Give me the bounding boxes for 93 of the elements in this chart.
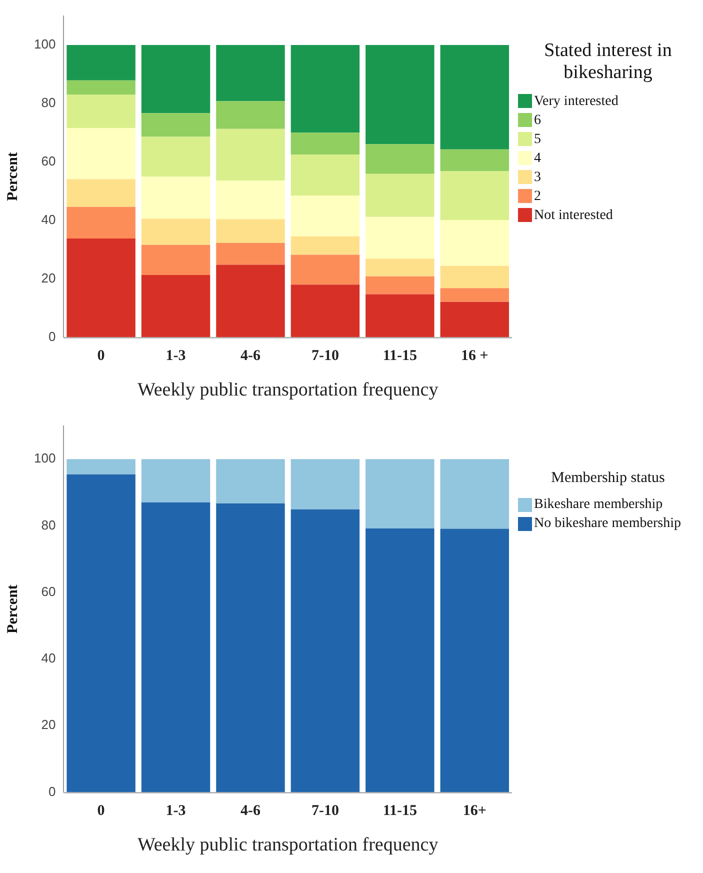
bar xyxy=(366,174,434,217)
y-tick-label: 100 xyxy=(34,450,56,466)
bar xyxy=(440,288,510,302)
x-tick-label: 7-10 xyxy=(311,803,339,820)
bar xyxy=(366,276,434,294)
bar xyxy=(66,206,136,238)
bar xyxy=(290,45,360,133)
bar xyxy=(290,284,360,338)
bar xyxy=(66,474,136,792)
y-axis-title: Percent xyxy=(4,584,21,634)
bar xyxy=(66,128,136,180)
bar xyxy=(141,244,210,275)
bar xyxy=(440,302,510,338)
y-tick-label: 0 xyxy=(48,328,56,344)
bar xyxy=(290,236,360,255)
bar xyxy=(440,149,510,172)
bar xyxy=(366,258,434,276)
legend-label: 4 xyxy=(534,150,541,168)
bar xyxy=(141,136,210,176)
y-tick-label: 60 xyxy=(41,584,56,599)
bar xyxy=(440,171,510,220)
legend-label: 6 xyxy=(534,112,541,130)
y-tick-label: 80 xyxy=(41,95,56,110)
legend-title: Stated interest in bikesharing xyxy=(543,40,673,84)
bar xyxy=(141,45,210,114)
bar xyxy=(216,503,285,792)
bar xyxy=(440,45,510,150)
x-tick-label: 0 xyxy=(97,348,105,364)
x-axis-title: Weekly public transportation frequency xyxy=(137,380,439,401)
x-tick-label: 16+ xyxy=(462,803,486,820)
legend-label: Bikeshare membership xyxy=(534,496,663,514)
y-tick-label: 60 xyxy=(41,153,56,168)
bar xyxy=(366,45,434,144)
bar xyxy=(66,459,136,474)
y-tick-label: 40 xyxy=(41,212,56,227)
x-tick-label: 1-3 xyxy=(166,348,186,364)
bar xyxy=(440,220,510,266)
y-tick-label: 0 xyxy=(48,784,56,799)
bar xyxy=(366,528,434,792)
bar xyxy=(216,101,285,129)
bar xyxy=(440,528,510,792)
bar xyxy=(216,128,285,181)
x-tick-label: 11-15 xyxy=(382,348,418,364)
bar xyxy=(440,266,510,288)
bar xyxy=(141,502,210,792)
bar xyxy=(290,154,360,196)
y-tick-label: 40 xyxy=(41,650,56,666)
x-tick-label: 4-6 xyxy=(240,348,261,364)
bar xyxy=(141,274,210,338)
x-tick-label: 4-6 xyxy=(240,803,261,820)
bar xyxy=(366,144,434,174)
x-tick-label: 7-10 xyxy=(311,348,339,364)
bar xyxy=(216,45,285,102)
bar xyxy=(66,179,136,207)
x-tick-label: 11-15 xyxy=(382,803,418,820)
y-tick-label: 80 xyxy=(41,517,56,532)
bar xyxy=(290,132,360,155)
bar xyxy=(440,459,510,529)
bar xyxy=(290,195,360,236)
bar xyxy=(141,459,210,502)
bar xyxy=(216,459,285,504)
bar xyxy=(66,80,136,95)
bar xyxy=(66,45,136,80)
bar xyxy=(290,459,360,510)
legend-title: Membership status xyxy=(550,470,666,488)
x-tick-label: 1-3 xyxy=(166,803,186,820)
y-tick-label: 20 xyxy=(41,717,56,732)
x-tick-label: 0 xyxy=(97,803,105,820)
bar xyxy=(366,216,434,259)
legend-label: No bikeshare membership xyxy=(534,515,681,534)
legend-label: Very interested xyxy=(534,92,618,111)
x-axis-title: Weekly public transportation frequency xyxy=(137,834,439,856)
bar xyxy=(366,294,434,338)
legend-label: 3 xyxy=(534,168,541,187)
bar xyxy=(141,176,210,219)
bar xyxy=(216,242,285,265)
bar xyxy=(66,94,136,128)
bar xyxy=(290,509,360,792)
bar xyxy=(216,180,285,220)
x-tick-label: 16 + xyxy=(460,348,488,364)
bar xyxy=(216,264,285,338)
legend-label: 5 xyxy=(534,130,541,149)
bar xyxy=(366,459,434,528)
bar xyxy=(290,254,360,285)
y-tick-label: 100 xyxy=(34,36,56,52)
y-axis-title: Percent xyxy=(4,152,21,201)
bar xyxy=(141,113,210,137)
legend-label: 2 xyxy=(534,188,541,206)
bar xyxy=(141,218,210,245)
y-tick-label: 20 xyxy=(41,270,56,286)
bar xyxy=(216,219,285,243)
bar xyxy=(66,238,136,338)
legend-label: Not interested xyxy=(534,206,613,225)
